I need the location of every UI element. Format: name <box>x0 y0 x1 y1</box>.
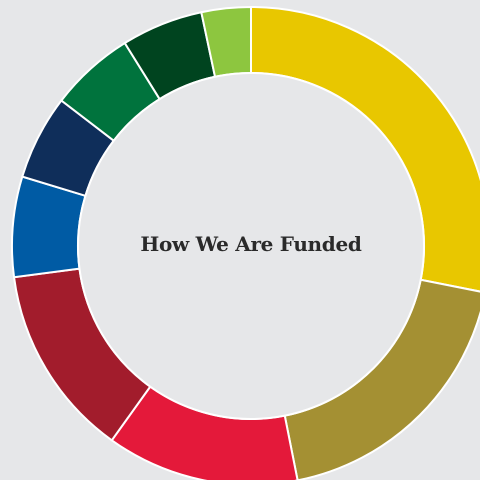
chart-title: How We Are Funded <box>140 232 362 256</box>
donut-hole <box>77 72 425 420</box>
